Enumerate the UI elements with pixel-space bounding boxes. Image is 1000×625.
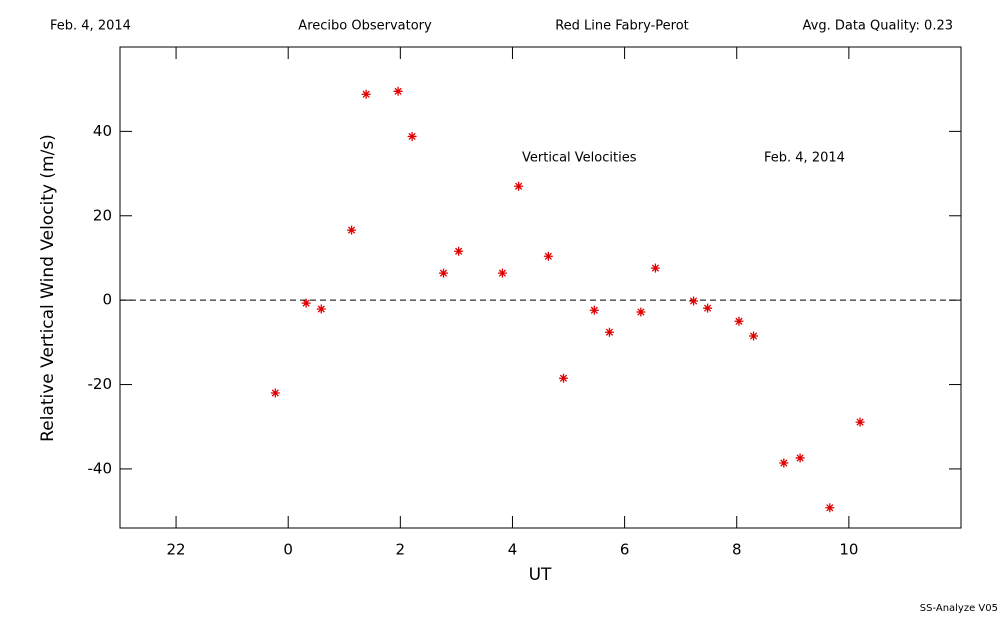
x-tick-label: 0 — [283, 541, 293, 559]
data-point — [454, 246, 464, 256]
y-tick-label: 0 — [102, 291, 112, 309]
x-tick-label: 22 — [167, 541, 186, 559]
y-tick-label: -20 — [88, 375, 113, 393]
y-tick-label: -40 — [88, 459, 113, 477]
data-point — [689, 296, 699, 306]
header-quality: Avg. Data Quality: 0.23 — [803, 19, 953, 34]
data-point — [361, 89, 371, 99]
data-point — [734, 316, 744, 326]
y-axis-title: Relative Vertical Wind Velocity (m/s) — [38, 134, 58, 442]
x-tick-label: 4 — [508, 541, 518, 559]
data-point — [855, 417, 865, 427]
x-tick-label: 2 — [396, 541, 406, 559]
header-site: Arecibo Observatory — [298, 19, 432, 34]
data-point — [347, 225, 357, 235]
footer: SS-Analyze V05 — [920, 603, 998, 614]
plot-frame — [119, 46, 962, 529]
data-point — [497, 268, 507, 278]
data-point — [270, 388, 280, 398]
y-tick-label: 20 — [93, 206, 112, 224]
data-point — [439, 268, 449, 278]
x-tick-label: 10 — [839, 541, 858, 559]
data-point — [407, 131, 417, 141]
data-point — [589, 305, 599, 315]
data-point — [543, 251, 553, 261]
annotation: Vertical Velocities — [522, 151, 637, 166]
data-point — [393, 86, 403, 96]
data-point — [558, 373, 568, 383]
data-point — [703, 303, 713, 313]
data-point — [779, 458, 789, 468]
x-tick-label: 6 — [620, 541, 630, 559]
data-point — [825, 503, 835, 513]
header-instrument: Red Line Fabry-Perot — [555, 19, 689, 34]
data-point — [514, 181, 524, 191]
x-tick-label: 8 — [732, 541, 742, 559]
data-point — [636, 307, 646, 317]
annotation: Feb. 4, 2014 — [764, 151, 845, 166]
y-tick-label: 40 — [93, 122, 112, 140]
x-axis-title: UT — [529, 565, 552, 585]
data-point — [795, 453, 805, 463]
header-date: Feb. 4, 2014 — [50, 19, 131, 34]
data-point — [316, 304, 326, 314]
data-point — [650, 263, 660, 273]
data-point — [749, 331, 759, 341]
data-point — [604, 327, 614, 337]
data-point — [301, 298, 311, 308]
